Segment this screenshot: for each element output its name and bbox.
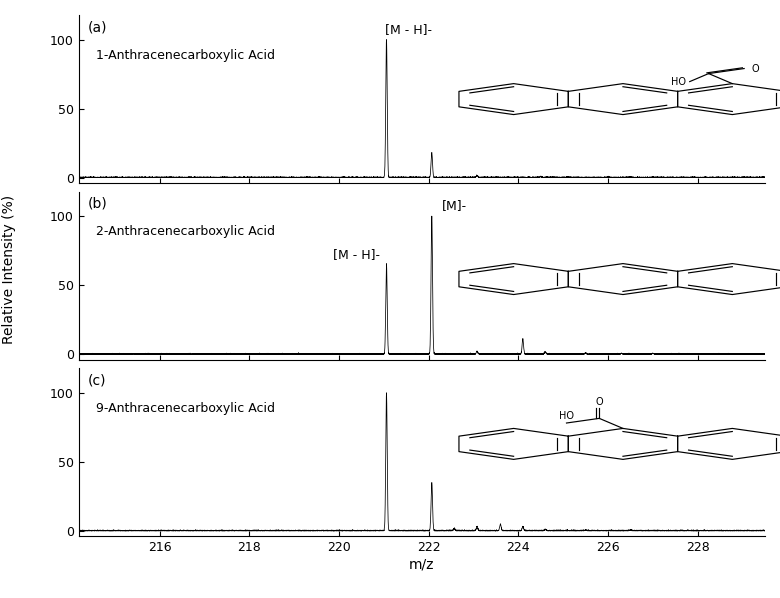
Text: (c): (c)	[88, 373, 106, 388]
X-axis label: m/z: m/z	[410, 557, 434, 571]
Text: 2-Anthracenecarboxylic Acid: 2-Anthracenecarboxylic Acid	[96, 225, 275, 238]
Text: Relative Intensity (%): Relative Intensity (%)	[2, 194, 16, 344]
Text: 9-Anthracenecarboxylic Acid: 9-Anthracenecarboxylic Acid	[96, 402, 275, 415]
Text: O: O	[751, 63, 759, 74]
Text: [M]-: [M]-	[441, 199, 466, 212]
Text: HO: HO	[559, 411, 574, 422]
Text: O: O	[595, 396, 603, 407]
Text: (a): (a)	[88, 20, 108, 34]
Text: [M - H]-: [M - H]-	[333, 248, 380, 261]
Text: HO: HO	[672, 77, 686, 87]
Text: [M - H]-: [M - H]-	[385, 23, 432, 36]
Text: (b): (b)	[88, 197, 108, 210]
Text: 1-Anthracenecarboxylic Acid: 1-Anthracenecarboxylic Acid	[96, 48, 275, 62]
